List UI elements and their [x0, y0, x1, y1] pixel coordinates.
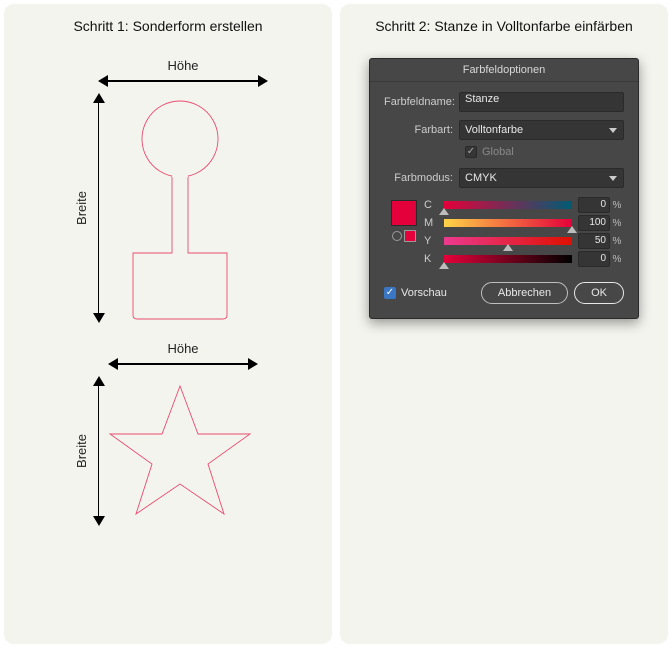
slider-track[interactable] [444, 255, 572, 263]
color-swatch-small [404, 230, 416, 242]
percent-label: % [610, 218, 624, 229]
slider-thumb[interactable] [439, 262, 449, 269]
swatch-name-input[interactable]: Stanze [459, 92, 624, 112]
preview-label: Vorschau [401, 287, 447, 299]
slider-track[interactable] [444, 201, 572, 209]
step2-panel: Schritt 2: Stanze in Volltonfarbe einfär… [340, 4, 668, 644]
slider-y: Y 50% [424, 232, 624, 250]
slider-m: M 100% [424, 214, 624, 232]
custom-shape-1 [105, 93, 255, 323]
global-color-icon [392, 231, 402, 241]
slider-value-input[interactable]: 50 [578, 233, 610, 249]
swatch-options-dialog: Farbfeldoptionen Farbfeldname: Stanze Fa… [369, 58, 639, 319]
slider-track[interactable] [444, 237, 572, 245]
slider-track[interactable] [444, 219, 572, 227]
slider-thumb[interactable] [567, 226, 577, 233]
percent-label: % [610, 236, 624, 247]
slider-value-input[interactable]: 0 [578, 197, 610, 213]
type-label: Farbart: [384, 124, 459, 136]
slider-thumb[interactable] [503, 244, 513, 251]
color-type-select[interactable]: Volltonfarbe [459, 120, 624, 140]
global-row: Global [384, 146, 624, 158]
color-swatch-large [391, 200, 417, 226]
color-mode-select[interactable]: CMYK [459, 168, 624, 188]
slider-c: C 0% [424, 196, 624, 214]
chevron-down-icon [609, 176, 617, 181]
percent-label: % [610, 254, 624, 265]
step2-title: Schritt 2: Stanze in Volltonfarbe einfär… [350, 18, 658, 34]
shape-area: Höhe Breite Höhe [14, 58, 322, 630]
channel-label: C [424, 199, 438, 211]
ok-button[interactable]: OK [574, 282, 624, 304]
custom-shape-star [105, 376, 255, 526]
cmyk-sliders: C 0% M 100% Y 50% K 0% [424, 196, 624, 268]
dim-width-2: Breite [74, 376, 105, 526]
slider-value-input[interactable]: 100 [578, 215, 610, 231]
dim-width-1: Breite [74, 93, 105, 323]
slider-value-input[interactable]: 0 [578, 251, 610, 267]
dialog-title: Farbfeldoptionen [370, 59, 638, 82]
channel-label: K [424, 253, 438, 265]
step1-panel: Schritt 1: Sonderform erstellen Höhe Bre… [4, 4, 332, 644]
step1-title: Schritt 1: Sonderform erstellen [14, 18, 322, 34]
cancel-button[interactable]: Abbrechen [481, 282, 568, 304]
mode-label: Farbmodus: [384, 172, 459, 184]
global-checkbox[interactable] [465, 146, 477, 158]
percent-label: % [610, 200, 624, 211]
dim-height-top: Höhe [98, 58, 268, 87]
slider-k: K 0% [424, 250, 624, 268]
channel-label: M [424, 217, 438, 229]
dim-height-bottom: Höhe [108, 341, 258, 370]
slider-thumb[interactable] [439, 208, 449, 215]
channel-label: Y [424, 235, 438, 247]
chevron-down-icon [609, 128, 617, 133]
name-label: Farbfeldname: [384, 96, 459, 108]
preview-checkbox[interactable] [384, 287, 396, 299]
